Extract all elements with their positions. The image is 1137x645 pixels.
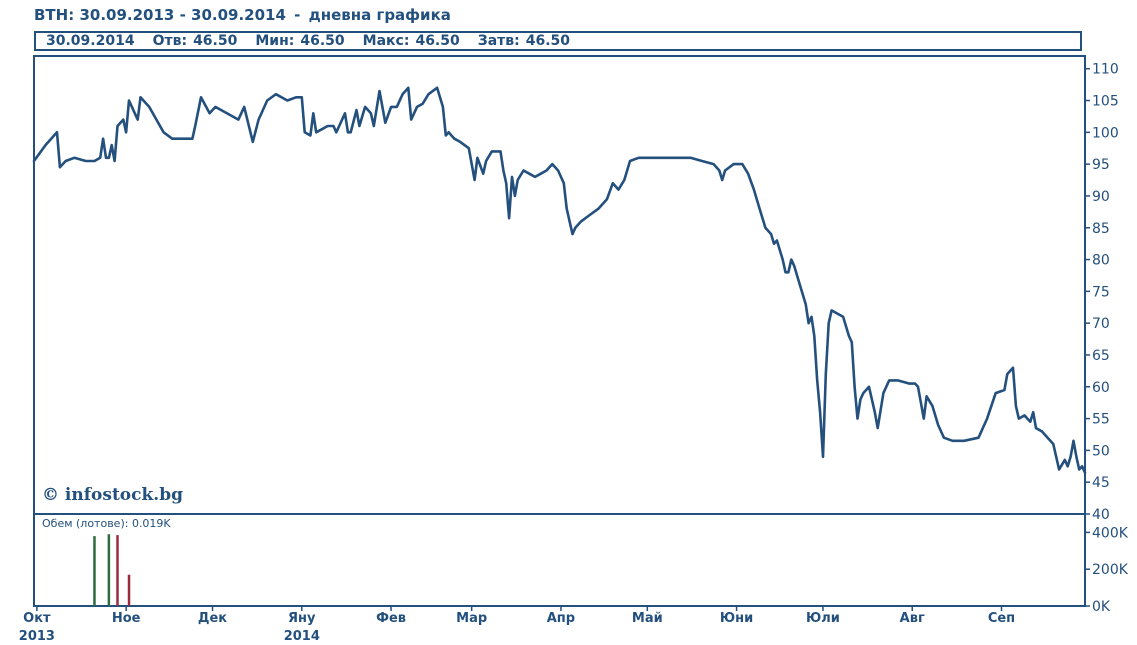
y-tick-label: 45	[1092, 475, 1110, 491]
x-tick-label: Сеп	[988, 611, 1015, 626]
x-tick-label: Юни	[720, 611, 753, 626]
x-tick-label: Авг	[900, 611, 925, 626]
y-tick-label: 60	[1092, 380, 1110, 396]
y-tick-label: 105	[1092, 94, 1119, 110]
y-tick-label: 80	[1092, 253, 1110, 269]
title-separator: -	[294, 6, 301, 24]
x-tick-label: Яну	[288, 611, 316, 626]
x-axis: Окт 2013 Ное Дек Яну 2014 Фев Мар Апр Май Юни Юли Ав…	[19, 606, 1015, 644]
volume-tick-label: 0K	[1092, 599, 1111, 615]
quote-info-bar: 30.09.2014 Отв: 46.50 Мин: 46.50 Макс: 4…	[34, 31, 1082, 51]
price-y-axis: 40 45 50 55 60 65 70 75 80 85 90 95 100 105 110	[1085, 62, 1119, 523]
y-tick-label: 40	[1092, 507, 1110, 523]
watermark: © infostock.bg	[42, 485, 183, 505]
chart-subtitle: дневна графика	[308, 6, 451, 24]
quote-date: 30.09.2014	[46, 33, 135, 49]
symbol: BTH:	[34, 6, 75, 24]
close-label: Затв:	[477, 33, 520, 49]
y-tick-label: 110	[1092, 62, 1119, 78]
y-tick-label: 75	[1092, 284, 1110, 300]
y-tick-label: 85	[1092, 221, 1110, 237]
min-value: 46.50	[300, 33, 345, 49]
price-panel-frame	[33, 55, 1086, 515]
x-tick-label: Ное	[112, 611, 141, 626]
y-tick-label: 55	[1092, 412, 1110, 428]
x-tick-label: Апр	[547, 611, 575, 626]
x-tick-label: Фев	[376, 611, 406, 626]
x-tick-label: Юли	[806, 611, 840, 626]
y-tick-label: 50	[1092, 443, 1110, 459]
x-tick-label: Май	[632, 611, 663, 626]
y-tick-label: 70	[1092, 316, 1110, 332]
volume-bars	[93, 534, 131, 606]
x-tick-label: Мар	[456, 611, 487, 626]
max-label: Макс:	[362, 33, 410, 49]
volume-tick-label: 200K	[1092, 562, 1129, 578]
open-label: Отв:	[152, 33, 188, 49]
max-value: 46.50	[415, 33, 460, 49]
x-tick-label: Окт	[23, 611, 51, 626]
x-tick-year: 2014	[284, 629, 320, 644]
y-tick-label: 100	[1092, 125, 1119, 141]
volume-y-axis: 400K 200K 0K	[1085, 525, 1129, 615]
volume-panel-frame	[33, 513, 1086, 607]
min-label: Мин:	[255, 33, 295, 49]
close-value: 46.50	[525, 33, 571, 49]
y-tick-label: 90	[1092, 189, 1110, 205]
y-tick-label: 65	[1092, 348, 1110, 364]
y-tick-label: 95	[1092, 157, 1110, 173]
chart-title: BTH: 30.09.2013 - 30.09.2014 - дневна гр…	[34, 6, 451, 24]
x-tick-year: 2013	[19, 629, 55, 644]
price-line	[32, 86, 1087, 474]
x-tick-label: Дек	[198, 611, 227, 626]
volume-tick-label: 400K	[1092, 525, 1129, 541]
open-value: 46.50	[193, 33, 238, 49]
date-range: 30.09.2013 - 30.09.2014	[79, 6, 286, 24]
volume-label: Обем (лотове): 0.019K	[42, 517, 171, 530]
